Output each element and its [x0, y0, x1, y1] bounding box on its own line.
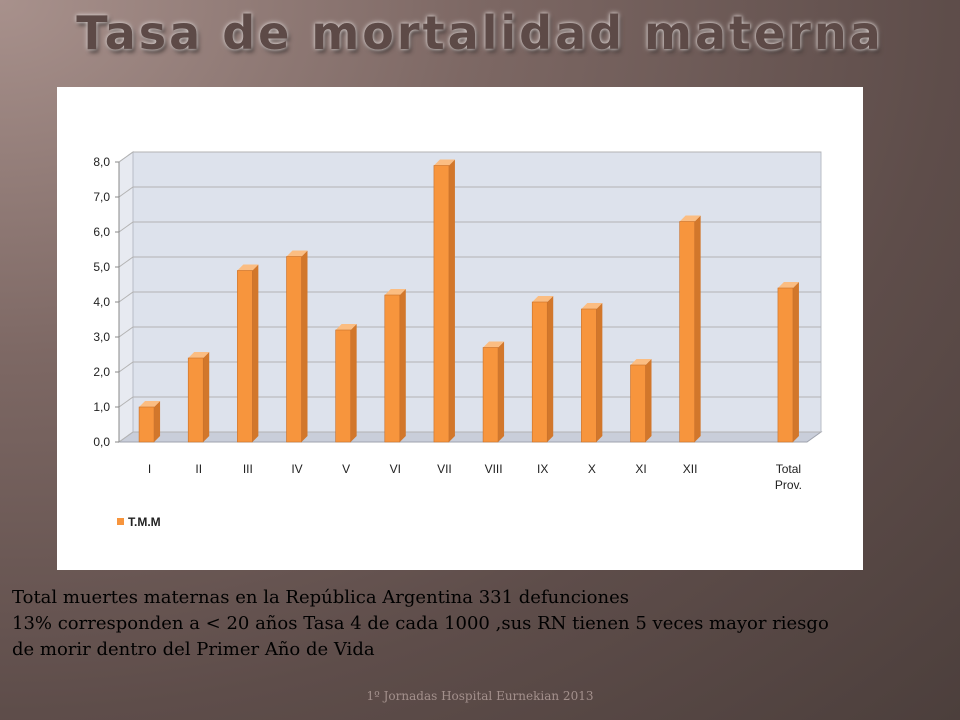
x-tick-label: VI: [390, 462, 401, 476]
bar-top: [384, 289, 406, 295]
bar-side: [399, 289, 406, 442]
x-tick-label: Prov.: [775, 478, 802, 492]
bar-side: [448, 159, 455, 442]
bar: [630, 364, 646, 443]
bar-top: [679, 215, 701, 222]
y-tick-label: 3,0: [93, 330, 110, 344]
bar-side: [596, 303, 603, 442]
bar-top: [777, 282, 799, 288]
legend-label: T.M.M: [128, 515, 161, 529]
body-text: Total muertes maternas en la República A…: [12, 585, 952, 663]
bar: [531, 301, 548, 443]
bar-top: [630, 359, 652, 365]
bar-top: [581, 303, 603, 309]
bar-top: [188, 352, 210, 358]
x-tick-label: IV: [291, 462, 302, 476]
y-tick-label: 7,0: [93, 190, 110, 204]
x-tick-label: XII: [683, 462, 698, 476]
x-tick-label: XI: [635, 462, 646, 476]
bar-side: [792, 282, 799, 442]
footer: 1º Jornadas Hospital Eurnekian 2013: [366, 689, 594, 703]
bar: [384, 294, 401, 443]
y-tick-label: 4,0: [93, 295, 110, 309]
x-tick-label: IX: [537, 462, 548, 476]
bar: [187, 357, 204, 443]
x-tick-label: VIII: [485, 462, 503, 476]
y-gridline: [118, 256, 821, 268]
y-gridline: [118, 291, 821, 303]
legend-swatch: [117, 518, 124, 525]
x-tick-label: II: [195, 462, 202, 476]
bar: [237, 270, 253, 443]
x-tick-label: III: [243, 462, 253, 476]
bar-side: [252, 264, 259, 442]
bar: [433, 165, 450, 443]
bar-chart: 0,01,02,03,04,05,06,07,08,0I II III IV V VI VI…: [93, 151, 823, 529]
x-tick-label: Total: [776, 462, 801, 476]
x-tick-label: I: [148, 462, 151, 476]
bar-side: [154, 401, 161, 442]
x-tick-label: X: [588, 462, 596, 476]
bar: [335, 329, 351, 443]
chart-panel: 0,0 1,0 2,0 3,0 4,0 5,0 6,0 7,0 8,0 I II III IV V VI VI…: [57, 87, 863, 570]
bar-top: [286, 250, 308, 257]
bar: [679, 221, 695, 443]
bar: [286, 256, 302, 443]
y-tick-label: 6,0: [93, 225, 110, 239]
bar-top: [483, 341, 505, 348]
y-tick-label: 8,0: [93, 155, 110, 169]
bar-side: [301, 250, 308, 442]
bar-top: [335, 324, 357, 330]
y-tick-label: 2,0: [93, 365, 110, 379]
bar-side: [350, 324, 357, 442]
y-tick-label: 5,0: [93, 260, 110, 274]
bar-top: [139, 401, 161, 407]
bar-top: [532, 296, 554, 302]
slide-title: Tasa de mortalidad materna: [76, 6, 884, 60]
bar-side: [498, 341, 505, 442]
bar: [777, 287, 794, 443]
bar-side: [203, 352, 210, 442]
bar-side: [694, 215, 701, 442]
bar-side: [645, 359, 652, 442]
y-gridline: [118, 151, 821, 163]
bar: [581, 308, 597, 443]
y-gridline: [118, 221, 821, 233]
x-tick-label: V: [342, 462, 350, 476]
body-line: 13% corresponden a < 20 años Tasa 4 de c…: [12, 613, 829, 634]
bar: [138, 406, 155, 443]
y-tick-label: 1,0: [93, 400, 110, 414]
y-tick-label: 0,0: [93, 435, 110, 449]
body-line: de morir dentro del Primer Año de Vida: [12, 639, 375, 660]
bar: [482, 347, 499, 443]
bar-side: [547, 296, 554, 442]
y-gridline: [118, 186, 821, 198]
bar-top: [433, 159, 455, 166]
plot-floor: [117, 431, 823, 443]
x-tick-label: VII: [437, 462, 452, 476]
bar-top: [237, 264, 259, 271]
body-line: Total muertes maternas en la República A…: [12, 587, 629, 608]
